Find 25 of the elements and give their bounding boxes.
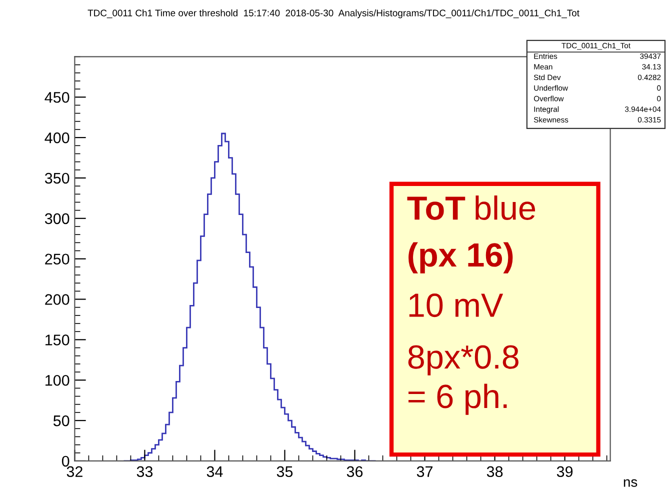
y-tick-label: 100 — [46, 374, 70, 386]
y-tick-label: 350 — [44, 172, 70, 184]
x-tick-label: 34 — [206, 466, 223, 478]
x-tick-label: 38 — [486, 466, 503, 478]
y-tick-label: 400 — [44, 132, 70, 144]
y-tick-label: 200 — [45, 294, 70, 305]
x-tick-label: 39 — [556, 466, 573, 478]
annotation: (px 16) — [408, 242, 513, 274]
x-tick-label: 36 — [346, 466, 363, 478]
x-tick-label: 32 — [66, 466, 82, 478]
x-tick-label: 33 — [136, 466, 153, 478]
annotation: ToT blue — [407, 195, 536, 220]
y-tick-label: 50 — [53, 415, 70, 426]
annotation: = 6 ph. — [408, 384, 507, 415]
y-tick-label: 300 — [44, 213, 70, 224]
x-tick-label: 37 — [416, 466, 432, 478]
annotation: 8px*0.8 — [408, 345, 518, 376]
y-tick-label: 450 — [44, 92, 70, 103]
x-tick-label: 35 — [276, 466, 293, 478]
y-tick-label: 0 — [62, 456, 70, 467]
chart-title: TDC_0011 Ch1 Time over threshold 15:17:40 2018-05-30 Analysis/Histograms/TDC_0011/Ch1/TDC_0011_Ch1_Tot — [88, 9, 580, 18]
y-tick-label: 250 — [45, 254, 70, 265]
x-axis-title: ns — [624, 479, 638, 487]
y-tick-label: 150 — [46, 334, 70, 346]
annotation: 10 mV — [409, 293, 504, 318]
